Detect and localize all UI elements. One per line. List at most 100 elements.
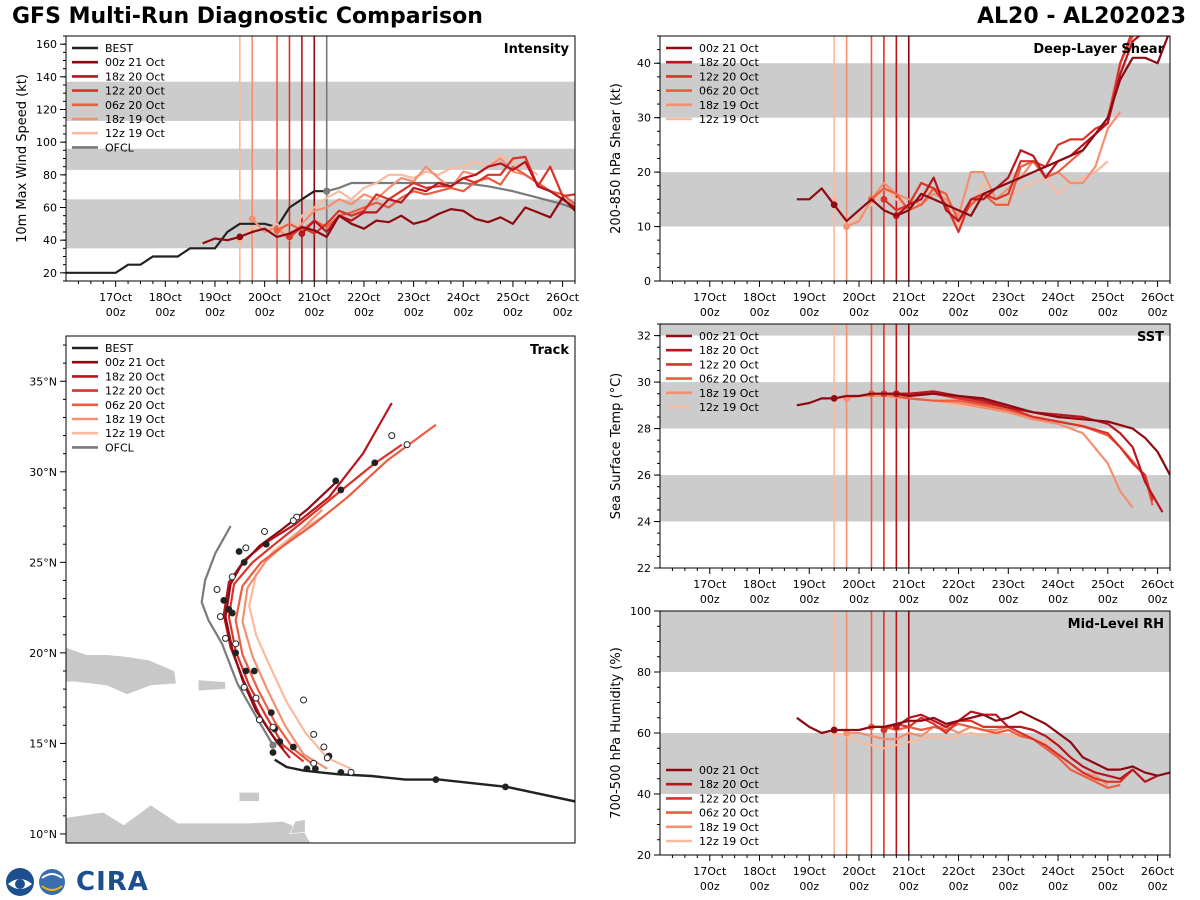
sst-y-tick-label: 26 xyxy=(637,469,651,482)
rh-x-tick-label: 00z xyxy=(750,880,770,893)
sst-x-tick-label: 00z xyxy=(899,593,919,606)
sst-band-0 xyxy=(660,475,1170,522)
land-hispaniola xyxy=(66,647,177,695)
shear-legend-label: 00z 21 Oct xyxy=(699,42,759,55)
shear-x-tick-label: 00z xyxy=(750,306,770,319)
shear-x-tick-label: 00z xyxy=(1098,306,1118,319)
track-day-point-filled xyxy=(220,596,228,604)
sst-panel: 17Oct 00z 18Oct 00z 19Oct 00z 20Oct 00z 21Oct 00z… xyxy=(609,323,1175,606)
shear-title: Deep-Layer Shear xyxy=(1033,42,1164,57)
track-day-point-open xyxy=(300,696,308,704)
intensity-x-tick-label: 00z xyxy=(304,306,324,319)
intensity-x-tick-label: 24Oct xyxy=(447,291,481,304)
intensity-x-tick-label: 00z xyxy=(155,306,175,319)
intensity-y-tick-label: 80 xyxy=(43,169,57,182)
shear-plot-area xyxy=(660,36,1170,281)
track-day-point-filled xyxy=(337,486,345,494)
shear-x-tick-label: 26Oct xyxy=(1141,291,1175,304)
track-legend-label: OFCL xyxy=(105,441,135,454)
sst-plot-area xyxy=(660,324,1170,568)
intensity-init-point-00z-21-oct xyxy=(236,233,244,241)
track-best-point xyxy=(269,749,277,756)
track-legend-label: 18z 19 Oct xyxy=(105,413,165,426)
sst-x-tick-label: 00z xyxy=(849,593,869,606)
intensity-series-06z-20-oct xyxy=(276,165,575,232)
intensity-y-tick-label: 40 xyxy=(43,234,57,247)
intensity-x-tick-label: 00z xyxy=(205,306,225,319)
track-y-tick-label: 30°N xyxy=(29,466,57,479)
rh-panel: 17Oct 00z 18Oct 00z 19Oct 00z 20Oct 00z 21Oct 00z… xyxy=(609,605,1175,893)
track-day-point-open xyxy=(323,754,331,762)
sst-y-label: Sea Surface Temp (°C) xyxy=(609,373,624,520)
shear-init-point-00z-21-oct xyxy=(830,201,838,209)
rh-x-tick-label: 00z xyxy=(849,880,869,893)
sst-legend-label: 18z 19 Oct xyxy=(699,387,759,400)
track-ofcl-point xyxy=(269,741,277,749)
rh-x-tick-label: 00z xyxy=(1098,880,1118,893)
intensity-band-1 xyxy=(66,148,575,170)
track-best-point xyxy=(303,765,311,773)
sst-legend-label: 00z 21 Oct xyxy=(699,330,759,343)
shear-x-tick-label: 00z xyxy=(799,306,819,319)
track-day-point-open xyxy=(261,528,269,536)
sst-series-00z-21-oct xyxy=(796,392,1170,476)
track-series-12z-20-oct xyxy=(227,443,403,763)
track-day-point-filled xyxy=(267,709,275,717)
sst-x-tick-label: 00z xyxy=(949,593,969,606)
sst-x-tick-label: 00z xyxy=(998,593,1018,606)
shear-y-tick-label: 0 xyxy=(644,275,651,288)
rh-y-tick-label: 60 xyxy=(637,727,651,740)
shear-y-label: 200-850 hPa Shear (kt) xyxy=(609,83,624,234)
intensity-panel: 17Oct 00z 18Oct 00z 19Oct 00z 20Oct 00z 21Oct 00z… xyxy=(15,35,580,319)
intensity-x-tick-label: 00z xyxy=(453,306,473,319)
intensity-x-tick-label: 25Oct xyxy=(496,291,530,304)
shear-x-tick-label: 23Oct xyxy=(992,291,1026,304)
rh-legend-label: 12z 19 Oct xyxy=(699,835,759,848)
track-day-point-open xyxy=(388,432,396,440)
intensity-x-tick-label: 00z xyxy=(503,306,523,319)
intensity-y-tick-label: 120 xyxy=(36,104,57,117)
shear-series-00z-21-oct xyxy=(796,36,1170,223)
track-map-area xyxy=(66,402,575,843)
track-y-tick-label: 10°N xyxy=(29,828,57,841)
intensity-x-tick-label: 22Oct xyxy=(347,291,381,304)
rh-init-point-00z-21-oct xyxy=(830,726,838,734)
track-ofcl-line xyxy=(200,525,274,746)
intensity-legend-label: 18z 20 Oct xyxy=(105,70,165,83)
track-y-tick-label: 15°N xyxy=(29,737,57,750)
sst-y-tick-label: 22 xyxy=(637,562,651,575)
intensity-y-tick-label: 140 xyxy=(36,71,57,84)
rh-x-tick-label: 23Oct xyxy=(992,865,1026,878)
sst-series-18z-20-oct xyxy=(896,390,1164,513)
rh-legend-label: 06z 20 Oct xyxy=(699,807,759,820)
intensity-x-tick-label: 19Oct xyxy=(198,291,232,304)
track-day-point-open xyxy=(242,544,250,552)
track-best-point xyxy=(337,768,345,776)
intensity-x-tick-label: 17Oct xyxy=(99,291,133,304)
shear-x-tick-label: 22Oct xyxy=(942,291,976,304)
rh-y-tick-label: 20 xyxy=(637,849,651,862)
track-legend-label: 18z 20 Oct xyxy=(105,370,165,383)
shear-legend-label: 12z 20 Oct xyxy=(699,70,759,83)
storm-id: AL20 - AL202023 xyxy=(977,4,1186,29)
rh-legend-label: 12z 20 Oct xyxy=(699,792,759,805)
track-day-point-open xyxy=(289,517,297,525)
intensity-legend-label: OFCL xyxy=(105,141,135,154)
shear-legend-label: 12z 19 Oct xyxy=(699,113,759,126)
track-legend-label: 00z 21 Oct xyxy=(105,356,165,369)
shear-band-1 xyxy=(660,63,1170,118)
intensity-band-2 xyxy=(66,81,575,121)
sst-x-tick-label: 17Oct xyxy=(693,578,727,591)
track-day-point-open xyxy=(252,694,260,702)
rh-x-tick-label: 00z xyxy=(899,880,919,893)
track-day-point-filled xyxy=(235,548,243,555)
intensity-y-label: 10m Max Wind Speed (kt) xyxy=(15,74,30,243)
rh-x-tick-label: 00z xyxy=(700,880,720,893)
intensity-y-tick-label: 100 xyxy=(36,136,57,149)
track-day-point-open xyxy=(255,716,263,724)
shear-series-18z-20-oct xyxy=(895,36,1141,223)
intensity-init-point-18z-20-oct xyxy=(298,230,306,238)
